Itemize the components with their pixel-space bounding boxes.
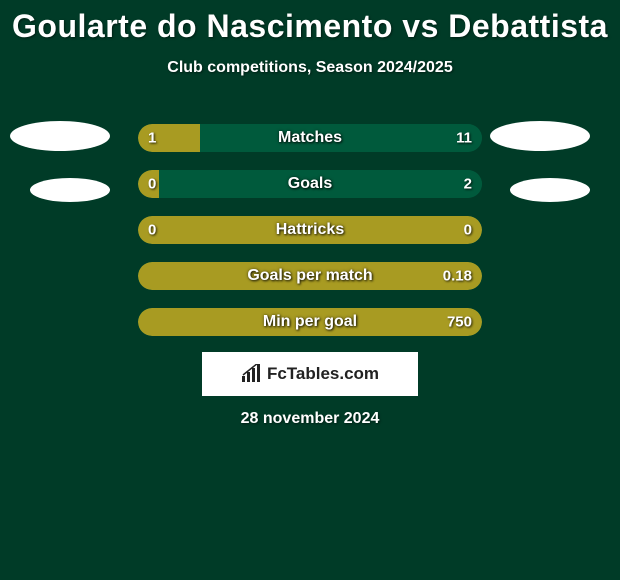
chart-icon: [241, 364, 263, 384]
stat-bar: 0.18Goals per match: [138, 262, 482, 290]
date-text: 28 november 2024: [0, 410, 620, 428]
bar-fill: [138, 262, 482, 290]
bar-fill: [138, 216, 482, 244]
bar-fill-left: [138, 124, 200, 152]
bar-fill: [138, 308, 482, 336]
stat-bar: 750Min per goal: [138, 308, 482, 336]
player-ellipse: [10, 121, 110, 151]
player-ellipse: [490, 121, 590, 151]
brand-text: FcTables.com: [267, 364, 379, 384]
player-ellipse: [30, 178, 110, 202]
brand-box: FcTables.com: [202, 352, 418, 396]
stat-bar: 111Matches: [138, 124, 482, 152]
page-title: Goularte do Nascimento vs Debattista: [0, 0, 620, 45]
stat-bar: 00Hattricks: [138, 216, 482, 244]
bar-fill-left: [138, 170, 159, 198]
infographic-container: Goularte do Nascimento vs Debattista Clu…: [0, 0, 620, 580]
bar-fill-right: [200, 124, 482, 152]
player-ellipse: [510, 178, 590, 202]
bar-fill-right: [159, 170, 482, 198]
subtitle: Club competitions, Season 2024/2025: [0, 59, 620, 77]
stat-bar: 02Goals: [138, 170, 482, 198]
stats-bars: 111Matches 02Goals 00Hattricks 0.18Goals pe…: [138, 124, 482, 354]
